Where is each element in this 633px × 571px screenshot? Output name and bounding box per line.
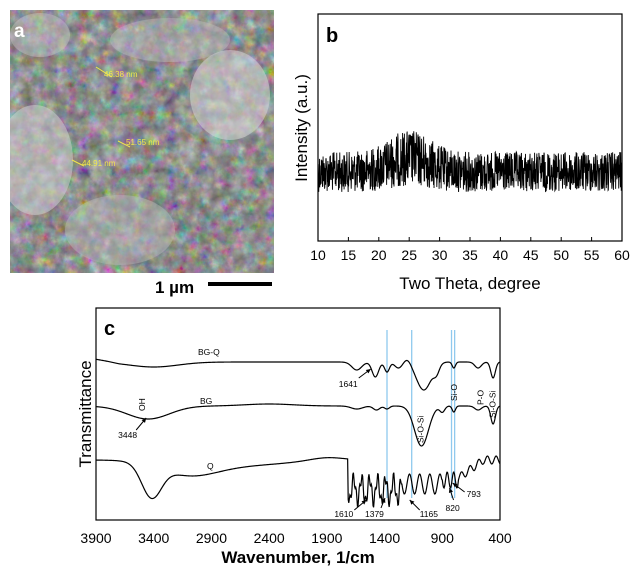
ftir-x-tick-label: 3900: [80, 530, 111, 546]
xrd-x-tick-label: 55: [584, 247, 600, 263]
panel-c-label: c: [104, 318, 115, 340]
measurement-line: [71, 159, 85, 167]
annotation-arrowhead: [452, 483, 458, 488]
ftir-x-ticks: 3900 3400 2900 2400 1900 1400 900 400: [80, 530, 511, 546]
ftir-x-tick-label: 2900: [196, 530, 227, 546]
series-label-q: Q: [207, 461, 214, 471]
xrd-y-axis-label: Intensity (a.u.): [292, 74, 311, 182]
sem-measurements: 46.38 nm 51.65 nm 44.91 nm: [71, 66, 160, 168]
annotation-label: Si-O-Si: [415, 416, 425, 444]
annotation-label: 1641: [339, 379, 358, 389]
xrd-x-tick-label: 30: [432, 247, 448, 263]
panel-b-frame: [317, 13, 623, 242]
annotation-label: P-O: [475, 390, 485, 406]
xrd-x-tick-label: 25: [401, 247, 417, 263]
ftir-x-tick-label: 3400: [138, 530, 169, 546]
panel-a: a 46.38 nm 51.65 nm 44.91 nm 1 µm: [10, 10, 274, 297]
ftir-x-tick-label: 400: [488, 530, 512, 546]
annotation-arrowhead: [381, 498, 386, 503]
panel-c: c BG-Q BG Q 1641 3448 OH 1610 1379 1165 820 793…: [76, 307, 512, 567]
series-q-line: [95, 455, 501, 508]
ftir-annotations: 1641 3448 OH 1610 1379 1165 820 793 Si-O-Si Si-O P…: [118, 368, 497, 519]
xrd-x-tick-label: 60: [614, 247, 630, 263]
panel-c-frame: [95, 307, 501, 521]
xrd-x-tick-label: 10: [310, 247, 326, 263]
series-bg-line: [95, 403, 501, 447]
ftir-x-tick-label: 1900: [311, 530, 342, 546]
measurement-line: [117, 140, 131, 148]
annotation-label: 820: [446, 503, 460, 513]
annotation-label: 793: [467, 489, 481, 499]
measurement-line: [95, 66, 113, 78]
scale-bar: [208, 282, 272, 286]
xrd-x-tick-label: 35: [462, 247, 478, 263]
annotation-label: 1610: [334, 509, 353, 519]
panel-b: b Intensity (a.u.) Two Theta, degree 10 1…: [292, 13, 630, 293]
xrd-x-tick-label: 50: [553, 247, 569, 263]
annotation-label: OH: [137, 398, 147, 411]
annotation-label: 3448: [118, 430, 137, 440]
ftir-x-tick-label: 1400: [369, 530, 400, 546]
annotation-label: 1379: [365, 509, 384, 519]
panel-a-label: a: [14, 21, 25, 42]
annotation-label: Si-O: [449, 384, 459, 401]
annotation-arrowhead: [365, 369, 371, 374]
annotation-label: 1165: [420, 509, 439, 519]
annotation-arrowhead: [361, 500, 367, 505]
measurement-label: 44.91 nm: [82, 159, 116, 168]
xrd-x-tick-label: 45: [523, 247, 539, 263]
ftir-guide-lines: [386, 330, 456, 498]
xrd-x-axis-label: Two Theta, degree: [399, 274, 540, 293]
measurement-label: 51.65 nm: [126, 138, 160, 147]
series-label-bg: BG: [200, 396, 212, 406]
annotation-label: Si-O-Si: [487, 391, 497, 419]
xrd-x-tick-label: 40: [493, 247, 509, 263]
measurement-label: 46.38 nm: [104, 70, 138, 79]
annotation-arrowhead: [448, 488, 453, 493]
sem-image: [10, 10, 274, 273]
annotation-arrowhead: [141, 418, 147, 423]
ftir-x-axis-label: Wavenumber, 1/cm: [221, 548, 374, 567]
scale-bar-label: 1 µm: [155, 278, 194, 297]
xrd-x-tick-label: 20: [371, 247, 387, 263]
ftir-x-tick-label: 900: [431, 530, 455, 546]
ftir-x-tick-label: 2400: [254, 530, 285, 546]
series-bg-q-line: [95, 358, 501, 391]
panel-b-label: b: [326, 25, 338, 47]
xrd-x-ticks: 10 15 20 25 30 35 40 45 50 55 60: [310, 237, 630, 263]
xrd-x-tick-label: 15: [341, 247, 357, 263]
annotation-arrowhead: [409, 500, 415, 505]
series-label-bg-q: BG-Q: [198, 347, 220, 357]
ftir-y-axis-label: Transmittance: [76, 360, 95, 467]
xrd-pattern-line: [317, 131, 623, 193]
